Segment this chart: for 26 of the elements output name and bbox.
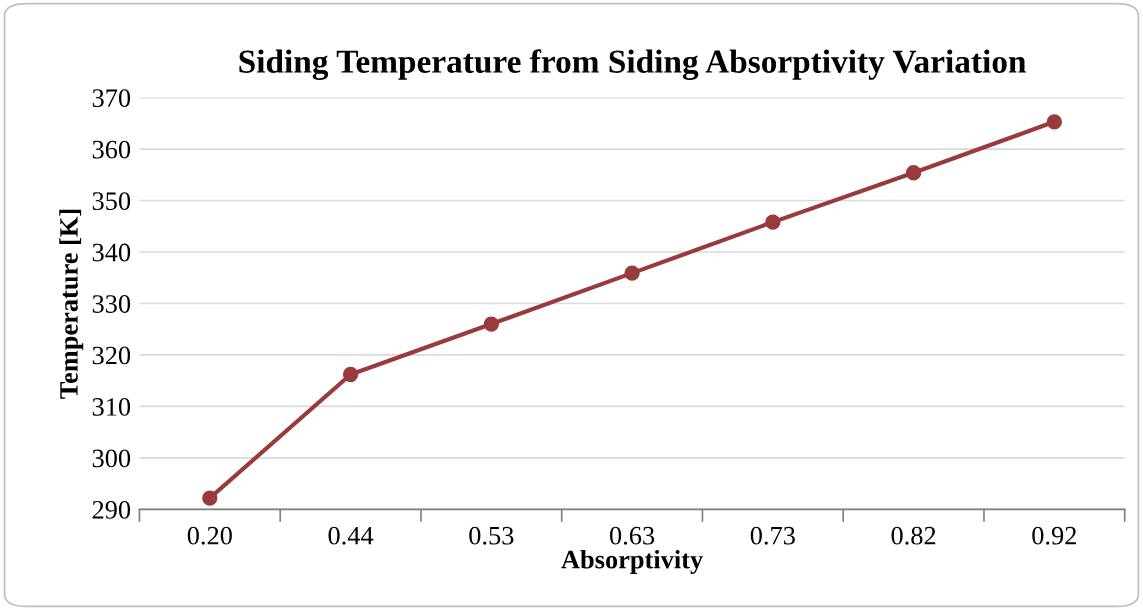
point: [202, 490, 218, 506]
x-tick-label: 0.73: [750, 526, 795, 545]
y-tick-label: 370: [92, 89, 131, 108]
x-tick-label: 0.92: [1032, 526, 1076, 545]
point: [1046, 114, 1062, 130]
point: [483, 316, 499, 332]
x-tick-label: 0.63: [609, 526, 655, 545]
point: [624, 265, 640, 281]
chart-title: Siding Temperature from Siding Absorptivity Variation: [239, 49, 1026, 80]
y-tick-label: 320: [92, 346, 131, 365]
x-axis-title: Absorptivity: [561, 549, 703, 574]
y-axis-title: Temperature [K]: [59, 209, 84, 399]
y-tick-label: 350: [92, 192, 131, 210]
x-tick-label: 0.44: [328, 526, 374, 545]
point: [342, 366, 359, 383]
point: [765, 214, 781, 230]
y-tick-label: 340: [92, 243, 131, 262]
y-tick-label: 360: [92, 140, 131, 159]
y-tick-label: 290: [92, 500, 131, 519]
x-tick-label: 0.20: [187, 526, 232, 545]
y-tick-label: 310: [92, 398, 131, 416]
y-tick-label: 330: [92, 295, 131, 313]
x-tick-label: 0.53: [469, 526, 514, 545]
point: [905, 165, 922, 181]
y-tick-label: 300: [92, 449, 131, 468]
x-tick-label: 0.82: [891, 526, 936, 545]
